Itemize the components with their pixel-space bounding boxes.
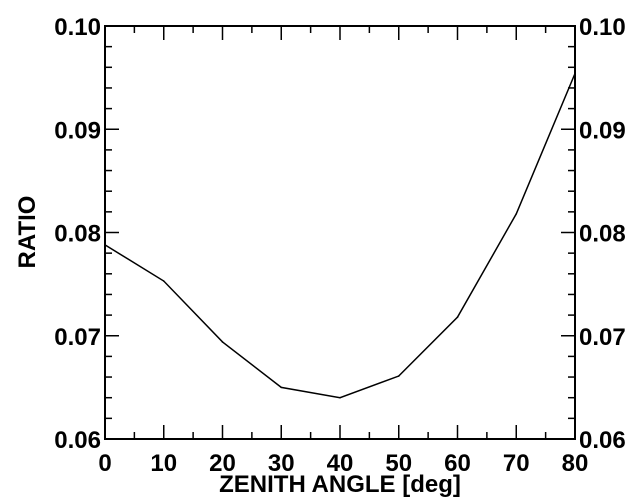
y-right-tick-label: 0.08 <box>579 221 626 248</box>
y-tick-label: 0.09 <box>54 117 101 144</box>
data-point <box>221 341 224 343</box>
y-right-tick-label: 0.10 <box>579 14 626 41</box>
data-point <box>162 280 165 282</box>
minor-ticks <box>105 26 575 439</box>
x-tick-label: 10 <box>150 450 177 477</box>
y-tick-label: 0.07 <box>54 324 101 351</box>
series-line <box>104 73 576 399</box>
x-tick-label: 40 <box>327 450 354 477</box>
x-tick-label: 30 <box>268 450 295 477</box>
y-right-tick-label: 0.06 <box>579 427 626 454</box>
y-axis-title: RATIO <box>14 196 41 269</box>
y-tick-label: 0.06 <box>54 427 101 454</box>
y-tick-label: 0.10 <box>54 14 101 41</box>
y-right-tick-label: 0.07 <box>579 324 626 351</box>
x-tick-label: 70 <box>503 450 530 477</box>
y-right-tick-label: 0.09 <box>579 117 626 144</box>
data-point <box>397 375 400 377</box>
y-right-tick-labels: 0.06 0.07 0.08 0.09 0.10 <box>579 14 626 454</box>
plot-frame <box>104 25 576 440</box>
x-tick-label: 0 <box>98 450 111 477</box>
data-point <box>104 244 106 246</box>
x-tick-label: 50 <box>385 450 412 477</box>
x-tick-label: 80 <box>562 450 589 477</box>
data-point <box>456 316 459 318</box>
data-point <box>339 396 341 399</box>
x-tick-labels: 0 10 20 30 40 50 60 70 80 <box>98 450 588 477</box>
x-tick-label: 20 <box>209 450 236 477</box>
data-points <box>104 72 576 399</box>
x-axis-title: ZENITH ANGLE [deg] <box>219 471 461 498</box>
y-tick-label: 0.08 <box>54 221 101 248</box>
y-tick-labels: 0.06 0.07 0.08 0.09 0.10 <box>54 14 101 454</box>
x-tick-label: 60 <box>444 450 471 477</box>
data-point <box>574 72 576 75</box>
data-point <box>280 386 283 389</box>
major-ticks <box>104 25 576 440</box>
data-point <box>515 213 518 215</box>
